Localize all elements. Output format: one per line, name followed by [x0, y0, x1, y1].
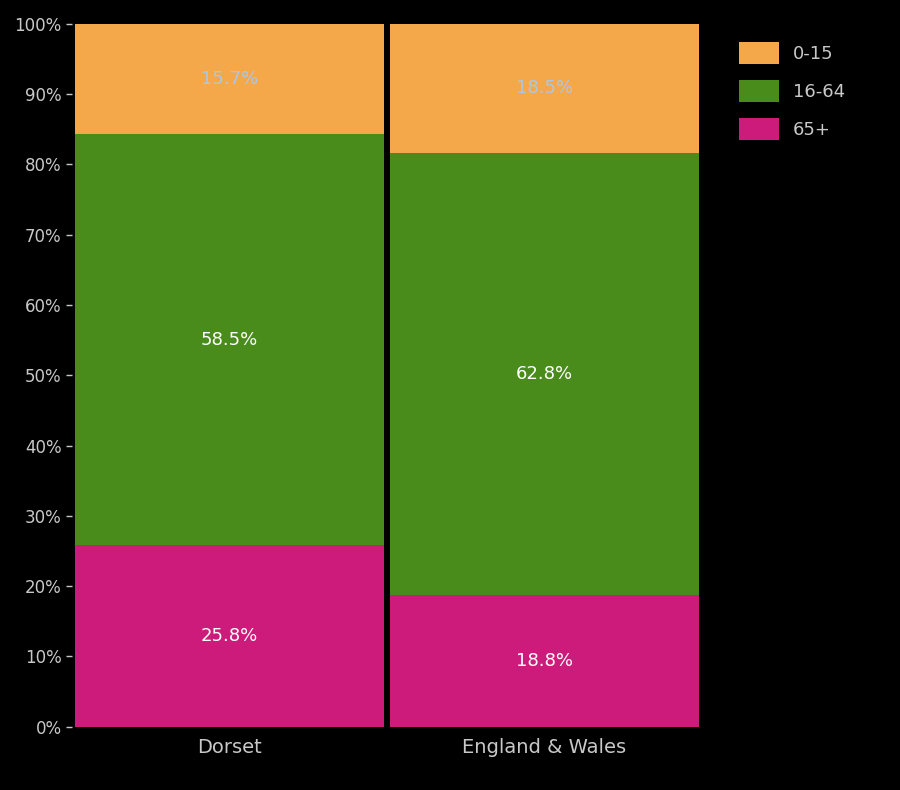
Legend: 0-15, 16-64, 65+: 0-15, 16-64, 65+: [730, 32, 854, 149]
Bar: [391, 595, 698, 727]
Text: 62.8%: 62.8%: [516, 365, 573, 383]
Text: 58.5%: 58.5%: [201, 331, 258, 348]
Text: 15.7%: 15.7%: [201, 70, 258, 88]
Bar: [76, 24, 384, 134]
Bar: [76, 134, 384, 545]
Text: 18.8%: 18.8%: [516, 652, 573, 670]
Text: 18.5%: 18.5%: [516, 79, 573, 97]
Bar: [391, 153, 698, 595]
Bar: [391, 23, 698, 153]
Bar: [76, 545, 384, 727]
Text: 25.8%: 25.8%: [201, 627, 258, 645]
